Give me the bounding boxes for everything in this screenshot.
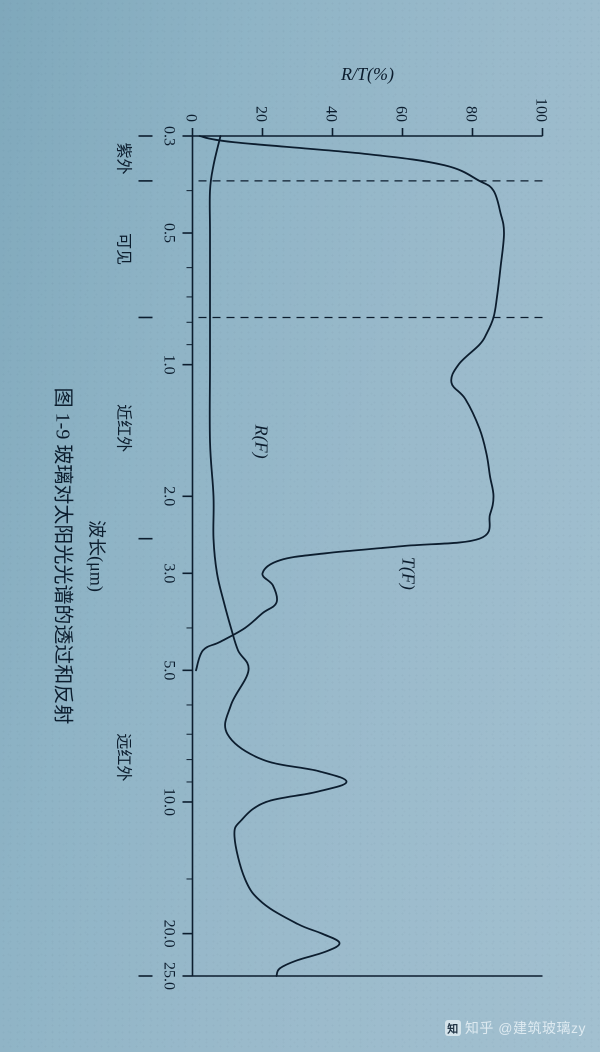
y-tick-label: 80 [463,106,480,122]
figure-wrapper: 0 20 40 60 80 100 R/T(%) 0.3 0.5 1.0 2.0 3.0 5.0 10.0… [38,46,563,1006]
x-tick-label: 5.0 [161,660,178,680]
x-tick-label: 10.0 [161,788,178,816]
x-tick-label: 1.0 [161,355,178,375]
y-tick-label: 0 [183,114,200,122]
watermark-prefix: 知乎 [465,1020,494,1036]
y-axis-label: R/T(%) [340,64,394,85]
series-label-R(F): R(F) [251,424,272,459]
band-label: 可见 [115,233,132,265]
x-tick-label: 25.0 [161,962,178,990]
watermark-text: @建筑玻璃zy [498,1020,586,1036]
x-tick-label: 2.0 [161,486,178,506]
spectral-chart: 0 20 40 60 80 100 R/T(%) 0.3 0.5 1.0 2.0 3.0 5.0 10.0… [43,46,563,1006]
band-label: 近红外 [115,404,133,452]
x-tick-label: 20.0 [161,920,178,948]
x-axis-label: 波长(μm) [86,520,107,592]
y-tick-label: 100 [533,98,550,122]
series-R(F) [210,136,347,976]
x-tick-label: 3.0 [161,563,178,583]
series-T(F) [196,136,504,670]
y-tick-label: 60 [393,106,410,122]
page-background: 0 20 40 60 80 100 R/T(%) 0.3 0.5 1.0 2.0 3.0 5.0 10.0… [0,0,600,1052]
figure-caption: 图 1-9 玻璃对太阳光光谱的透过和反射 [52,388,75,725]
y-tick-label: 20 [253,106,270,122]
x-tick-label: 0.3 [161,126,178,146]
svg-text:知: 知 [446,1022,459,1036]
x-tick-label: 0.5 [161,223,178,243]
series-label-T(F): T(F) [398,557,419,590]
band-label: 紫外 [115,142,133,174]
y-tick-label: 40 [323,106,340,122]
watermark: 知 知乎 @建筑玻璃zy [445,1018,586,1038]
zhihu-icon: 知 [445,1020,461,1036]
band-label: 远红外 [115,733,133,781]
